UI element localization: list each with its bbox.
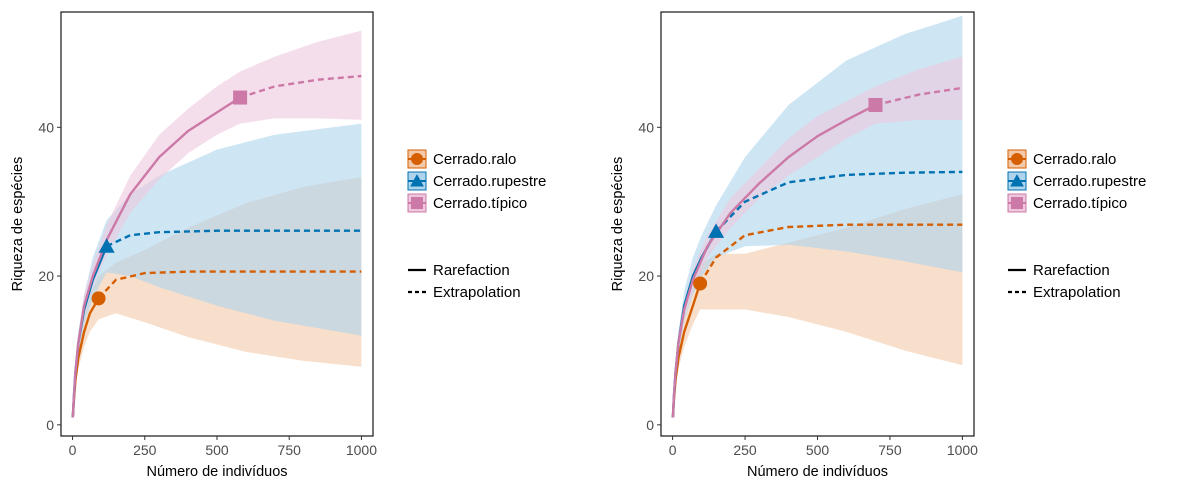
- observed-point-ralo: [91, 291, 106, 306]
- legend-key-symbol-tipico: [411, 197, 423, 209]
- legend-key-symbol-rupestre: [1010, 174, 1024, 187]
- observed-point-rupestre: [98, 238, 115, 253]
- x-tick-label: 750: [878, 442, 902, 458]
- legend-right: Cerrado.ralo Cerrado.rupestre Cerrado.típi…: [1007, 149, 1146, 301]
- legend-item-extra: Extrapolation: [408, 284, 521, 301]
- legend-key-symbol-tipico: [1011, 197, 1023, 209]
- y-axis-label: Riqueza de espécies: [10, 157, 26, 292]
- extrapolation-line-ralo: [97, 270, 362, 300]
- legend-key-symbol-ralo: [411, 153, 423, 165]
- x-tick-label: 250: [133, 442, 157, 458]
- observed-point-ralo: [693, 276, 708, 291]
- y-tick-label: 20: [38, 268, 54, 284]
- legend-label: Cerrado.ralo: [433, 151, 516, 168]
- y-tick-label: 20: [638, 268, 654, 284]
- rarefaction-panel-right: 0 250 500 750 1000 0 20 40 Número de indivíduos R…: [610, 11, 978, 480]
- y-tick-label: 0: [646, 417, 654, 433]
- x-tick-label: 1000: [346, 442, 377, 458]
- extrapolation-line-rupestre: [106, 229, 362, 248]
- confidence-band-tipico: [72, 30, 362, 418]
- observed-point-tipico: [233, 90, 248, 105]
- legend-item-rupestre: Cerrado.rupestre: [407, 171, 546, 191]
- x-tick-label: 0: [69, 442, 77, 458]
- extrapolation-line-ralo: [699, 223, 963, 285]
- x-tick-label: 500: [806, 442, 830, 458]
- rarefaction-panel-left: 0 250 500 750 1000 0 20 40 Número de indivíduos R…: [10, 11, 377, 480]
- legend-item-ralo: Cerrado.ralo: [1007, 149, 1116, 169]
- y-axis-label: Riqueza de espécies: [610, 157, 626, 292]
- legend-label: Cerrado.típico: [433, 195, 527, 212]
- legend-label: Extrapolation: [433, 284, 521, 301]
- y-tick-label: 40: [38, 119, 54, 135]
- extrapolation-line-tipico: [875, 86, 963, 107]
- legend-label: Extrapolation: [1033, 284, 1121, 301]
- rarefaction-line-tipico: [71, 96, 241, 418]
- legend-item-rare: Rarefaction: [1008, 262, 1110, 279]
- observed-point-tipico: [868, 97, 883, 112]
- observed-point-rupestre: [708, 223, 725, 238]
- legend-label: Cerrado.rupestre: [433, 173, 546, 190]
- extrapolation-line-tipico: [239, 74, 362, 99]
- legend-item-extra: Extrapolation: [1008, 284, 1121, 301]
- legend-key-symbol-ralo: [1011, 153, 1023, 165]
- rarefaction-line-tipico: [671, 103, 877, 418]
- extrapolation-line-rupestre: [715, 170, 963, 233]
- legend-label: Rarefaction: [1033, 262, 1110, 279]
- confidence-band-tipico: [672, 56, 963, 418]
- legend-item-rupestre: Cerrado.rupestre: [1007, 171, 1146, 191]
- legend-item-tipico: Cerrado.típico: [1007, 193, 1127, 213]
- legend-label: Cerrado.rupestre: [1033, 173, 1146, 190]
- x-tick-label: 500: [205, 442, 229, 458]
- x-axis-label: Número de indivíduos: [747, 464, 888, 480]
- x-tick-label: 250: [733, 442, 757, 458]
- legend-item-tipico: Cerrado.típico: [407, 193, 527, 213]
- legend-key-symbol-rupestre: [410, 174, 424, 187]
- y-tick-label: 0: [46, 417, 54, 433]
- x-tick-label: 0: [669, 442, 677, 458]
- x-tick-label: 1000: [947, 442, 978, 458]
- x-axis-label: Número de indivíduos: [146, 464, 287, 480]
- legend-label: Rarefaction: [433, 262, 510, 279]
- legend-label: Cerrado.típico: [1033, 195, 1127, 212]
- y-tick-label: 40: [638, 119, 654, 135]
- confidence-band-rupestre: [72, 123, 362, 418]
- x-tick-label: 750: [278, 442, 302, 458]
- legend-left: Cerrado.ralo Cerrado.rupestre Cerrado.típi…: [407, 149, 546, 301]
- legend-label: Cerrado.ralo: [1033, 151, 1116, 168]
- legend-item-ralo: Cerrado.ralo: [407, 149, 516, 169]
- legend-item-rare: Rarefaction: [408, 262, 510, 279]
